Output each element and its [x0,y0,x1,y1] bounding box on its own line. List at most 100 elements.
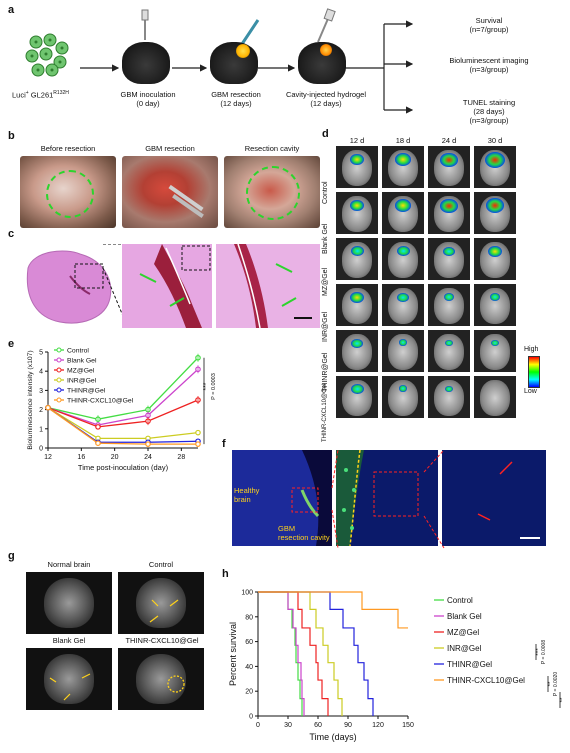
h-sig-p-0: P = 0.0008 [541,640,547,664]
bli-image-3-2 [428,284,470,326]
e-xtick-label: 28 [177,454,185,461]
mri-title-blank: Blank Gel [52,636,86,645]
h-series-line-5 [258,591,408,629]
e-point-5-2 [145,441,151,447]
bli-image-3-1 [382,284,424,326]
e-legend-marker-1 [56,357,62,363]
bli-row-label-5: THINR-CXCL10@Gel [322,383,328,442]
h-sig-stars-0: *** [535,648,542,656]
e-series-line-1 [47,368,199,426]
bli-row-label-2: MZ@Gel [322,267,329,296]
photo-title-before: Before resection [40,144,96,153]
cells-label: Luci+ GL261R132H [12,90,69,100]
outcome-tunel: TUNEL staining (28 days) (n=3/group) [462,98,516,125]
photo-title-cavity: Resection cavity [244,144,300,153]
e-sig-p: P = 0.0003 [211,373,217,400]
h-legend-label-5: THINR-CXCL10@Gel [447,676,525,685]
e-xtick-label: 16 [77,454,85,461]
e-xtick-label: 24 [144,454,152,461]
hydrogel-spot [320,44,332,56]
h-ytick-label: 80 [245,614,253,621]
h-xtick-label: 60 [314,722,322,729]
mri-title-thinr: THINR-CXCL10@Gel [125,636,199,645]
bli-image-1-0 [336,192,378,234]
bli-day-3: 30 d [487,136,503,145]
mri-control [118,572,204,634]
photo-resection-cavity [224,156,320,228]
e-legend-label-4: THINR@Gel [67,388,106,395]
h-legend-label-4: THINR@Gel [447,660,492,669]
h-sig-p-1: P = 0.0020 [553,672,559,696]
e-legend-marker-0 [56,347,62,353]
cell-cluster [22,32,72,82]
panel-label-f: f [222,438,226,450]
h-xtick-label: 120 [372,722,384,729]
h-legend-label-0: Control [447,596,473,605]
e-point-5-0 [45,404,51,411]
bli-image-4-0 [336,330,378,372]
h-series-line-4 [258,591,374,716]
histology-whole [20,244,118,328]
e-series-line-2 [47,399,199,428]
fluor-whole-brain: Healthy brain GBM resection cavity [232,450,332,546]
e-legend-label-1: Blank Gel [67,358,97,365]
e-series-line-3 [47,407,199,440]
photo-gbm-resection [122,156,218,228]
e-legend-label-2: MZ@Gel [67,368,95,375]
bli-image-3-0 [336,284,378,326]
bli-image-0-1 [382,146,424,188]
h-sig-stars-1: ** [547,681,554,687]
scale-low-label: Low [524,388,537,395]
scale-high-label: High [524,346,539,353]
panel-label-g: g [8,550,15,562]
e-ylabel: Bioluminescence intensity (x107) [27,350,34,449]
e-legend-marker-3 [56,377,62,383]
e-xtick-label: 20 [111,454,119,461]
panel-a-arrows [80,8,414,114]
photo-title-resection: GBM resection [145,144,195,153]
h-xtick-label: 30 [284,722,292,729]
panel-label-e: e [8,338,15,350]
e-ytick-label: 2 [39,407,43,414]
bli-image-2-1 [382,238,424,280]
h-legend-label-3: INR@Gel [447,644,482,653]
bli-day-0: 12 d [349,136,365,145]
bli-image-4-2 [428,330,470,372]
bli-day-2: 24 d [441,136,457,145]
h-xtick-label: 0 [256,722,260,729]
h-ytick-label: 100 [241,590,253,597]
bli-image-5-0 [336,376,378,418]
bli-image-1-3 [474,192,516,234]
fluor-zoom-1 [336,450,438,546]
e-point-5-3 [195,441,201,447]
h-series-line-2 [258,591,329,716]
h-series-line-0 [258,591,303,716]
e-legend-marker-4 [56,387,62,393]
bli-image-0-3 [474,146,516,188]
e-ytick-label: 0 [39,446,43,453]
bli-image-0-2 [428,146,470,188]
bli-image-2-3 [474,238,516,280]
bli-day-1: 18 d [395,136,411,145]
histology-zoom-1 [122,244,212,328]
h-ytick-label: 20 [245,689,253,696]
e-ytick-label: 3 [39,388,43,395]
mri-title-normal: Normal brain [47,560,91,569]
mouse-resection [210,42,258,84]
e-series-line-5 [47,407,198,445]
label-resection-cavity: GBM resection cavity [278,524,330,542]
h-legend-label-1: Blank Gel [447,612,482,621]
panel-label-h: h [222,568,229,580]
mouse-inoculation [122,42,170,84]
h-sig-stars-2: ** [559,697,562,703]
e-xlabel: Time post-inoculation (day) [78,463,169,472]
zoom-lines-1 [102,244,129,329]
panel-label-d: d [322,128,329,140]
bli-image-3-3 [474,284,516,326]
e-ytick-label: 5 [39,350,43,357]
e-sig-stars: *** [203,382,210,390]
h-xtick-label: 150 [402,722,414,729]
h-ytick-label: 40 [245,664,253,671]
resection-flash [236,44,250,58]
